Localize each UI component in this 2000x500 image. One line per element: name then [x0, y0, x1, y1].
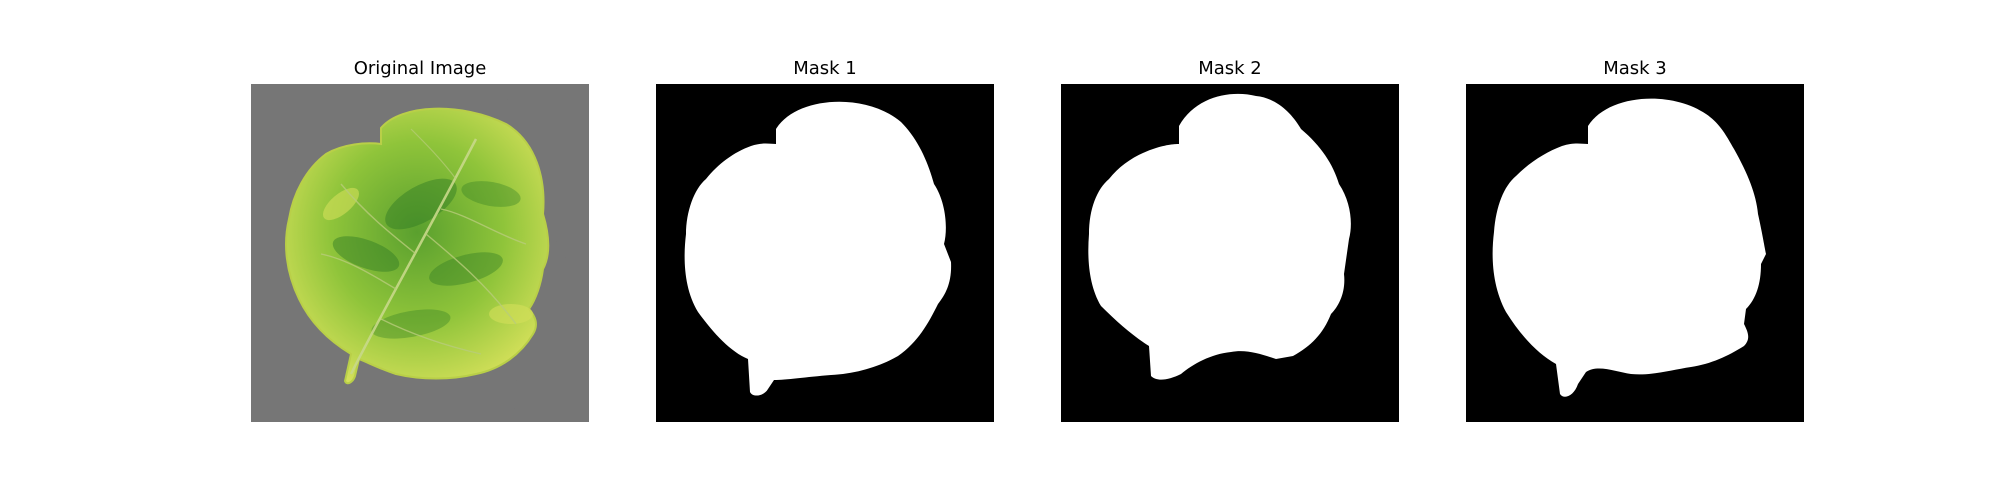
- panel-title: Original Image: [353, 58, 487, 79]
- mask-2-image: [1061, 84, 1399, 422]
- leaf-midrib: [349, 138, 478, 375]
- leaf-shape: [285, 107, 550, 385]
- panel-title: Mask 2: [1198, 58, 1262, 79]
- mask-foreground: [1492, 98, 1766, 397]
- mask-foreground: [1088, 93, 1351, 380]
- leaf-photo: [251, 84, 589, 422]
- mask-foreground: [684, 101, 952, 396]
- panel-mask-1: Mask 1: [656, 56, 994, 422]
- panel-mask-2: Mask 2: [1061, 56, 1399, 422]
- mask-3-image: [1466, 84, 1804, 422]
- panel-original-image: Original Image: [251, 56, 589, 422]
- panel-title: Mask 3: [1603, 58, 1667, 79]
- panel-title: Mask 1: [793, 58, 857, 79]
- panel-mask-3: Mask 3: [1466, 56, 1804, 422]
- mask-1-image: [656, 84, 994, 422]
